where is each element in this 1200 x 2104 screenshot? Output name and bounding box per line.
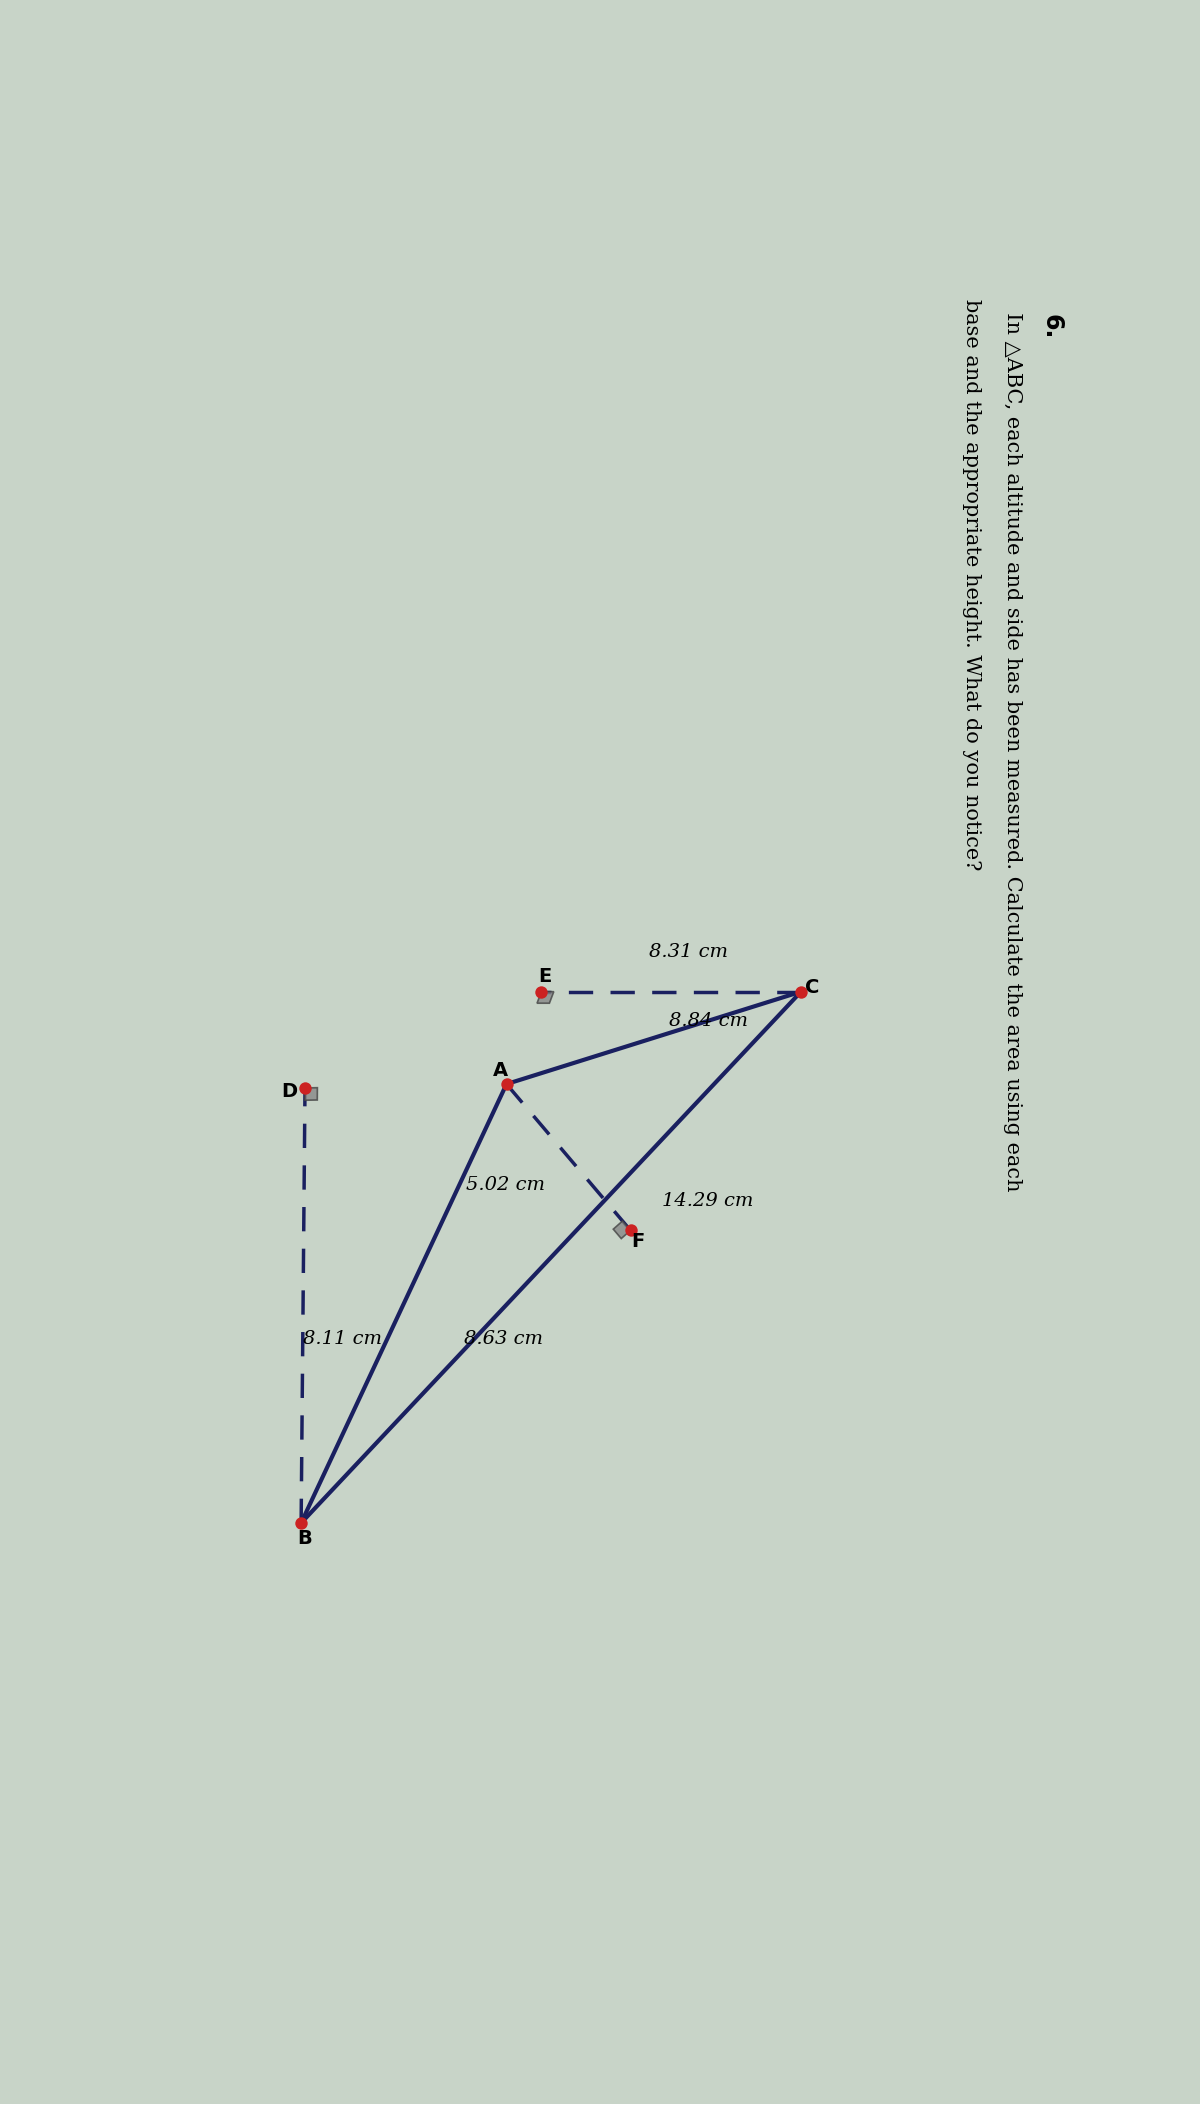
Text: B: B — [298, 1530, 312, 1549]
Polygon shape — [538, 991, 553, 1004]
Text: In △ABC, each altitude and side has been measured. Calculate the area using each: In △ABC, each altitude and side has been… — [1002, 299, 1021, 1191]
Text: 14.29 cm: 14.29 cm — [661, 1191, 752, 1210]
Text: F: F — [631, 1233, 644, 1252]
Text: 8.31 cm: 8.31 cm — [649, 943, 728, 962]
Text: 8.84 cm: 8.84 cm — [670, 1012, 749, 1031]
Point — [532, 974, 551, 1008]
Text: 5.02 cm: 5.02 cm — [467, 1176, 545, 1195]
Text: 6.: 6. — [1039, 313, 1063, 339]
Point — [620, 1214, 640, 1248]
Text: A: A — [493, 1060, 508, 1079]
Point — [295, 1071, 314, 1105]
Text: 8.63 cm: 8.63 cm — [464, 1330, 542, 1349]
Text: E: E — [539, 966, 552, 987]
Text: C: C — [805, 978, 820, 997]
Point — [792, 974, 811, 1008]
Text: 8.11 cm: 8.11 cm — [302, 1330, 382, 1349]
Polygon shape — [613, 1220, 630, 1239]
Point — [497, 1067, 516, 1100]
Text: base and the appropriate height. What do you notice?: base and the appropriate height. What do… — [962, 299, 982, 871]
Text: D: D — [282, 1081, 298, 1100]
Polygon shape — [305, 1088, 317, 1100]
Point — [292, 1506, 311, 1540]
